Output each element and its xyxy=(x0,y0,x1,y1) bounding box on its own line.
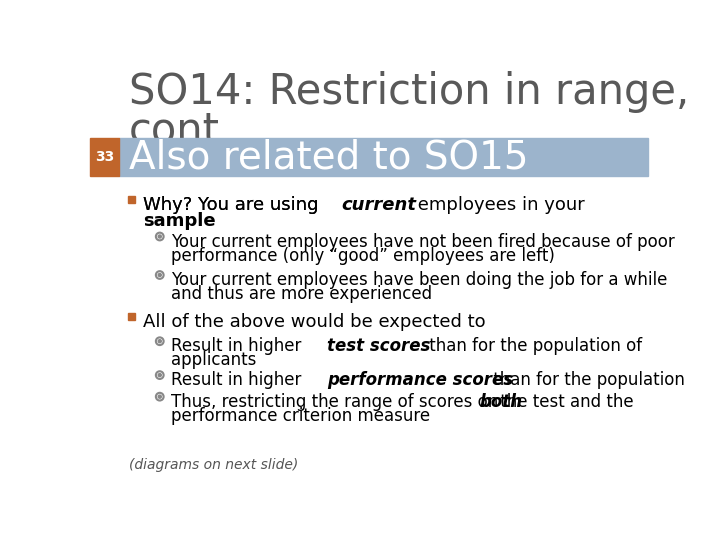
Circle shape xyxy=(158,273,161,276)
Text: current: current xyxy=(341,195,416,214)
Text: Your current employees have not been fired because of poor: Your current employees have not been fir… xyxy=(171,233,675,251)
Text: applicants: applicants xyxy=(171,351,256,369)
Bar xyxy=(128,196,135,203)
Circle shape xyxy=(158,235,161,238)
Text: than for the population of: than for the population of xyxy=(424,338,642,355)
Text: Your current employees have been doing the job for a while: Your current employees have been doing t… xyxy=(171,271,667,289)
Text: than for the population: than for the population xyxy=(488,372,685,389)
Text: performance (only “good” employees are left): performance (only “good” employees are l… xyxy=(171,247,554,265)
Text: 33: 33 xyxy=(95,150,114,164)
Text: Why? You are using: Why? You are using xyxy=(143,195,324,214)
Text: and thus are more experienced: and thus are more experienced xyxy=(171,285,432,303)
Text: Thus, restricting the range of scores on: Thus, restricting the range of scores on xyxy=(171,393,503,411)
Text: All of the above would be expected to: All of the above would be expected to xyxy=(143,313,485,330)
Circle shape xyxy=(158,374,161,377)
Text: sample: sample xyxy=(143,212,215,230)
Bar xyxy=(90,138,120,177)
Text: performance scores: performance scores xyxy=(328,372,513,389)
Text: (diagrams on next slide): (diagrams on next slide) xyxy=(129,457,298,471)
Text: SO14: Restriction in range,: SO14: Restriction in range, xyxy=(129,71,689,113)
Text: both: both xyxy=(480,393,523,411)
Text: the test and the: the test and the xyxy=(495,393,634,411)
Circle shape xyxy=(158,340,161,343)
Bar xyxy=(128,313,135,320)
Text: performance criterion measure: performance criterion measure xyxy=(171,407,430,424)
Text: cont.: cont. xyxy=(129,110,233,151)
Text: Result in higher: Result in higher xyxy=(171,338,306,355)
Bar xyxy=(120,138,648,177)
Circle shape xyxy=(158,395,161,398)
Text: Result in higher: Result in higher xyxy=(171,372,306,389)
Text: Also related to SO15: Also related to SO15 xyxy=(129,138,528,176)
Text: Why? You are using: Why? You are using xyxy=(143,195,324,214)
Text: employees in your: employees in your xyxy=(413,195,585,214)
Text: test scores: test scores xyxy=(328,338,431,355)
